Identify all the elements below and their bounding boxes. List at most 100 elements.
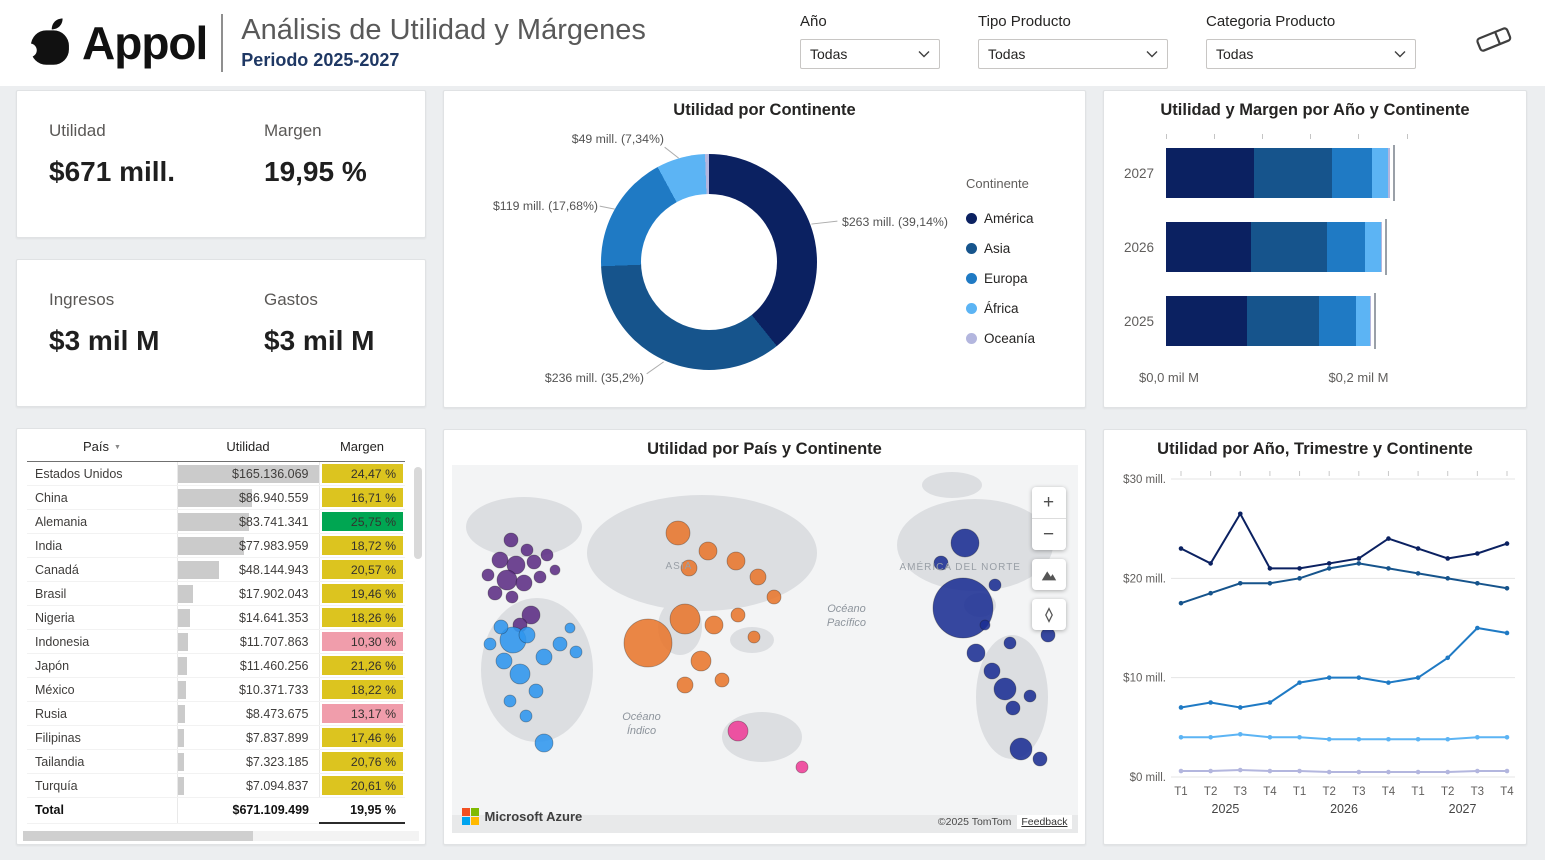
table-row[interactable]: Filipinas $7.837.899 17,46 % <box>27 725 405 750</box>
bar-segment[interactable] <box>1365 222 1381 272</box>
map-bubble[interactable] <box>676 676 693 694</box>
map-bubble[interactable] <box>665 520 690 546</box>
map-bubble[interactable] <box>1009 737 1032 761</box>
data-point[interactable] <box>1208 700 1213 705</box>
data-point[interactable] <box>1178 768 1184 774</box>
donut-ring[interactable] <box>601 154 817 370</box>
data-point[interactable] <box>1208 768 1213 774</box>
legend-item[interactable]: Asia <box>966 233 1035 263</box>
data-point[interactable] <box>1267 700 1273 705</box>
data-point[interactable] <box>1415 546 1421 551</box>
data-point[interactable] <box>1356 556 1362 561</box>
map-bubble[interactable] <box>493 619 508 635</box>
table-row[interactable]: México $10.371.733 18,22 % <box>27 677 405 702</box>
map-bubble[interactable] <box>988 578 1001 592</box>
map-bubble[interactable] <box>766 589 781 605</box>
data-point[interactable] <box>1326 566 1332 571</box>
legend-item[interactable]: África <box>966 293 1035 323</box>
map-bubble[interactable] <box>533 570 546 584</box>
map-bubble[interactable] <box>518 626 535 644</box>
bar-segment[interactable] <box>1253 148 1333 198</box>
data-point[interactable] <box>1445 655 1451 661</box>
data-point[interactable] <box>1356 769 1362 775</box>
data-point[interactable] <box>1475 768 1480 774</box>
map-bubble[interactable] <box>714 672 729 688</box>
map-bubble[interactable] <box>1005 700 1020 716</box>
map-bubble[interactable] <box>966 643 985 663</box>
data-point[interactable] <box>1237 581 1243 586</box>
map-bubble[interactable] <box>515 574 532 592</box>
map-bubble[interactable] <box>747 630 760 644</box>
data-point[interactable] <box>1445 556 1451 561</box>
column-header-margen[interactable]: Margen <box>319 433 405 462</box>
data-point[interactable] <box>1297 566 1302 571</box>
map-bubble[interactable] <box>669 603 700 635</box>
bar-segment[interactable] <box>1332 148 1372 198</box>
map-bubble[interactable] <box>491 551 508 569</box>
bar-segment[interactable] <box>1318 296 1356 346</box>
bar-segment[interactable] <box>1355 296 1370 346</box>
filter-dropdown-ano[interactable]: Todas <box>800 39 940 69</box>
data-point[interactable] <box>1237 705 1243 710</box>
map-bubble[interactable] <box>704 615 723 635</box>
column-header-utilidad[interactable]: Utilidad <box>177 433 319 462</box>
map-bubble[interactable] <box>526 554 541 570</box>
column-header-pais[interactable]: País ▼ <box>27 433 177 462</box>
table-row[interactable]: Rusia $8.473.675 13,17 % <box>27 701 405 726</box>
data-point[interactable] <box>1356 736 1362 742</box>
data-point[interactable] <box>1178 734 1184 740</box>
map-bubble[interactable] <box>623 618 672 668</box>
map-bubble[interactable] <box>795 760 808 774</box>
data-point[interactable] <box>1326 561 1332 566</box>
table-row[interactable]: Canadá $48.144.943 20,57 % <box>27 557 405 582</box>
map-bubble[interactable] <box>519 709 532 723</box>
data-point[interactable] <box>1208 590 1213 596</box>
data-point[interactable] <box>1297 680 1302 685</box>
table-row[interactable]: India $77.983.959 18,72 % <box>27 533 405 558</box>
data-point[interactable] <box>1267 566 1273 571</box>
map-bubble[interactable] <box>483 637 496 651</box>
map-bubble[interactable] <box>552 636 567 652</box>
data-point[interactable] <box>1208 561 1213 566</box>
map-bubble[interactable] <box>950 528 979 558</box>
map-bubble[interactable] <box>1032 751 1047 767</box>
data-point[interactable] <box>1178 705 1184 710</box>
scrollbar-thumb[interactable] <box>23 831 253 841</box>
data-point[interactable] <box>1415 736 1421 742</box>
data-point[interactable] <box>1386 769 1391 775</box>
filter-dropdown-categoria-producto[interactable]: Todas <box>1206 39 1416 69</box>
bar-segment[interactable] <box>1380 222 1382 272</box>
map-bubble[interactable] <box>727 720 748 742</box>
map-bubble[interactable] <box>487 585 502 601</box>
map-bubble[interactable] <box>535 648 552 666</box>
data-point[interactable] <box>1326 769 1332 775</box>
map-bubble[interactable] <box>1003 636 1016 650</box>
table-row[interactable]: Nigeria $14.641.353 18,26 % <box>27 605 405 630</box>
zoom-out-button[interactable]: − <box>1031 519 1066 550</box>
map-bubble[interactable] <box>521 605 540 625</box>
data-point[interactable] <box>1326 675 1332 680</box>
map-bubble[interactable] <box>503 694 516 708</box>
map-bubble[interactable] <box>509 663 530 685</box>
data-point[interactable] <box>1504 630 1510 636</box>
map-bubble[interactable] <box>506 555 525 575</box>
bar-segment[interactable] <box>1369 296 1371 346</box>
map-bubble[interactable] <box>496 569 517 591</box>
bar-segment[interactable] <box>1166 222 1251 272</box>
data-point[interactable] <box>1237 731 1243 737</box>
table-row[interactable]: Tailandia $7.323.185 20,76 % <box>27 749 405 774</box>
map-bubble[interactable] <box>749 568 766 586</box>
vertical-scrollbar[interactable] <box>414 467 422 559</box>
clear-filters-button[interactable] <box>1473 22 1515 61</box>
zoom-in-button[interactable]: + <box>1031 487 1066 518</box>
data-point[interactable] <box>1504 585 1510 591</box>
map-pitch-button[interactable] <box>1031 559 1066 590</box>
map-bubble[interactable] <box>993 677 1016 701</box>
data-point[interactable] <box>1267 581 1273 586</box>
table-row[interactable]: Brasil $17.902.043 19,46 % <box>27 581 405 606</box>
map-bubble[interactable] <box>979 619 990 631</box>
data-point[interactable] <box>1297 768 1302 774</box>
data-point[interactable] <box>1504 541 1510 546</box>
data-point[interactable] <box>1415 675 1421 680</box>
data-point[interactable] <box>1504 734 1510 740</box>
